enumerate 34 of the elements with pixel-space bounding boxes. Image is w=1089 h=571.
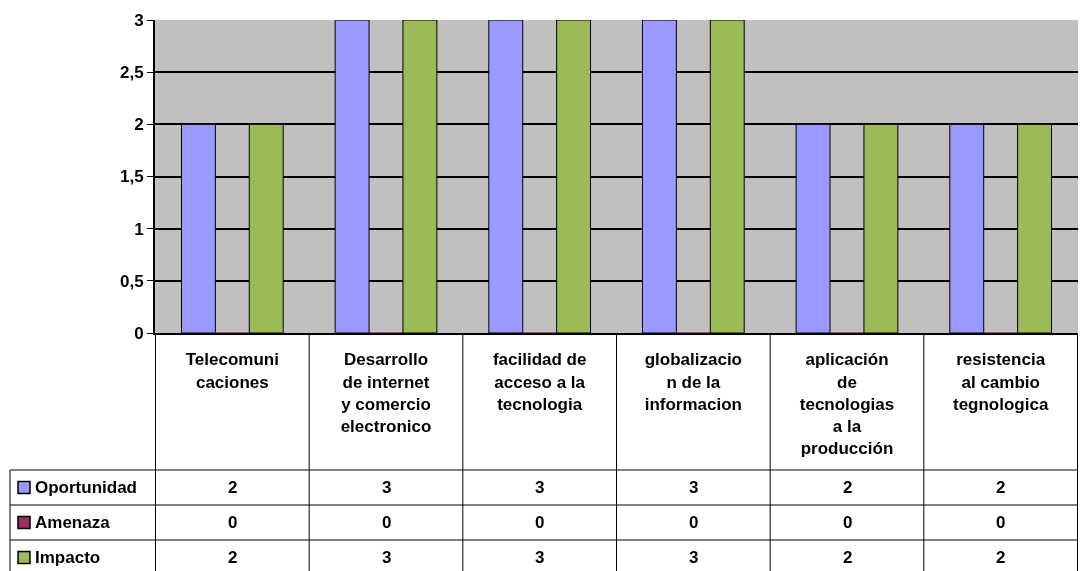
data-label: 3 (689, 478, 699, 497)
legend-label: Oportunidad (35, 478, 137, 497)
legend-label: Impacto (35, 548, 101, 567)
data-label: 2 (996, 478, 1006, 497)
data-label: 0 (535, 513, 545, 532)
x-tick-label: resistencia al cambio tegnologica (952, 350, 1049, 414)
data-label: 3 (382, 548, 392, 567)
data-label: 0 (689, 513, 699, 532)
data-label: 3 (382, 478, 392, 497)
data-label: 3 (689, 548, 699, 567)
data-label: 2 (843, 478, 853, 497)
x-tick-label: Desarrollo de internet y comercio electronico (340, 350, 432, 436)
x-tick-label: aplicación de tecnologias a la producción (799, 350, 895, 458)
y-tick-label: 0,5 (119, 271, 144, 291)
data-label: 3 (535, 548, 545, 567)
y-tick-label: 1 (134, 219, 144, 239)
y-tick-label: 2 (134, 115, 144, 135)
data-label: 2 (996, 548, 1006, 567)
y-tick-label: 2,5 (119, 63, 144, 83)
data-label: 0 (843, 513, 853, 532)
data-label: 2 (228, 548, 238, 567)
y-tick-label: 3 (134, 10, 144, 30)
data-label: 2 (843, 548, 853, 567)
x-tick-label: globalizacion de la informacion (644, 350, 742, 414)
data-label: 2 (228, 478, 238, 497)
data-label: 0 (996, 513, 1006, 532)
data-label: 0 (228, 513, 238, 532)
x-tick-label: facilidad de acceso a la tecnologia (492, 350, 587, 414)
legend-label: Amenaza (35, 513, 111, 532)
data-label: 0 (382, 513, 392, 532)
y-tick-label: 0 (134, 323, 144, 343)
x-tick-label: Telecomunicaciones (185, 350, 279, 392)
y-tick-label: 1,5 (119, 167, 144, 187)
data-label: 3 (535, 478, 545, 497)
